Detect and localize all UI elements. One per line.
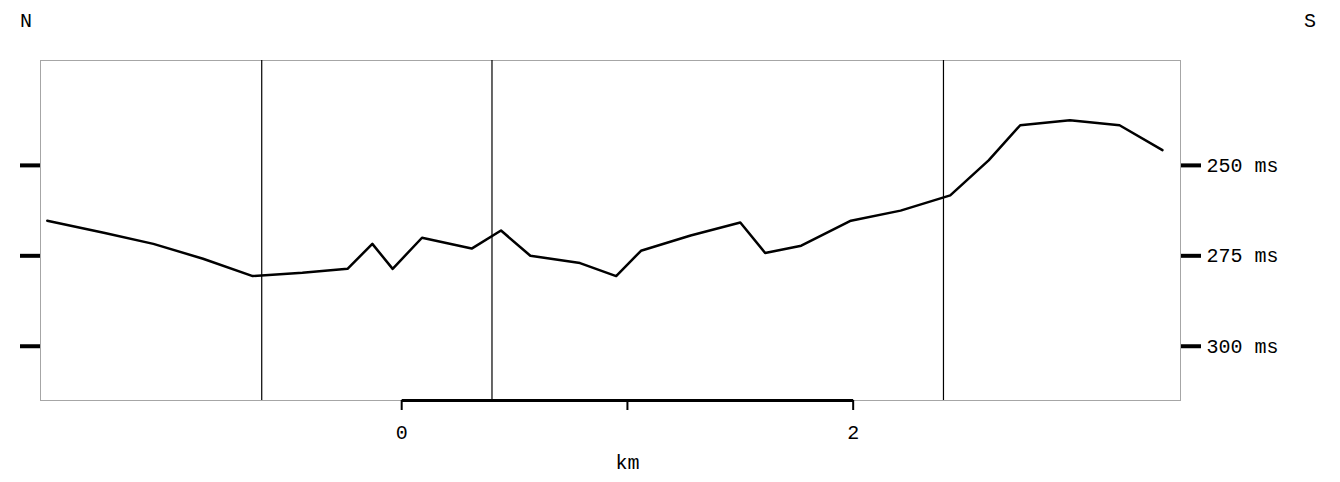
svg-text:km: km xyxy=(615,452,639,475)
svg-text:0: 0 xyxy=(396,422,408,445)
svg-text:2: 2 xyxy=(847,422,859,445)
html-text:N: N xyxy=(20,10,32,33)
svg-text:275 ms: 275 ms xyxy=(1207,245,1279,268)
html-text:S: S xyxy=(1304,10,1316,33)
svg-text:250 ms: 250 ms xyxy=(1207,155,1279,178)
svg-text:300 ms: 300 ms xyxy=(1207,336,1279,359)
